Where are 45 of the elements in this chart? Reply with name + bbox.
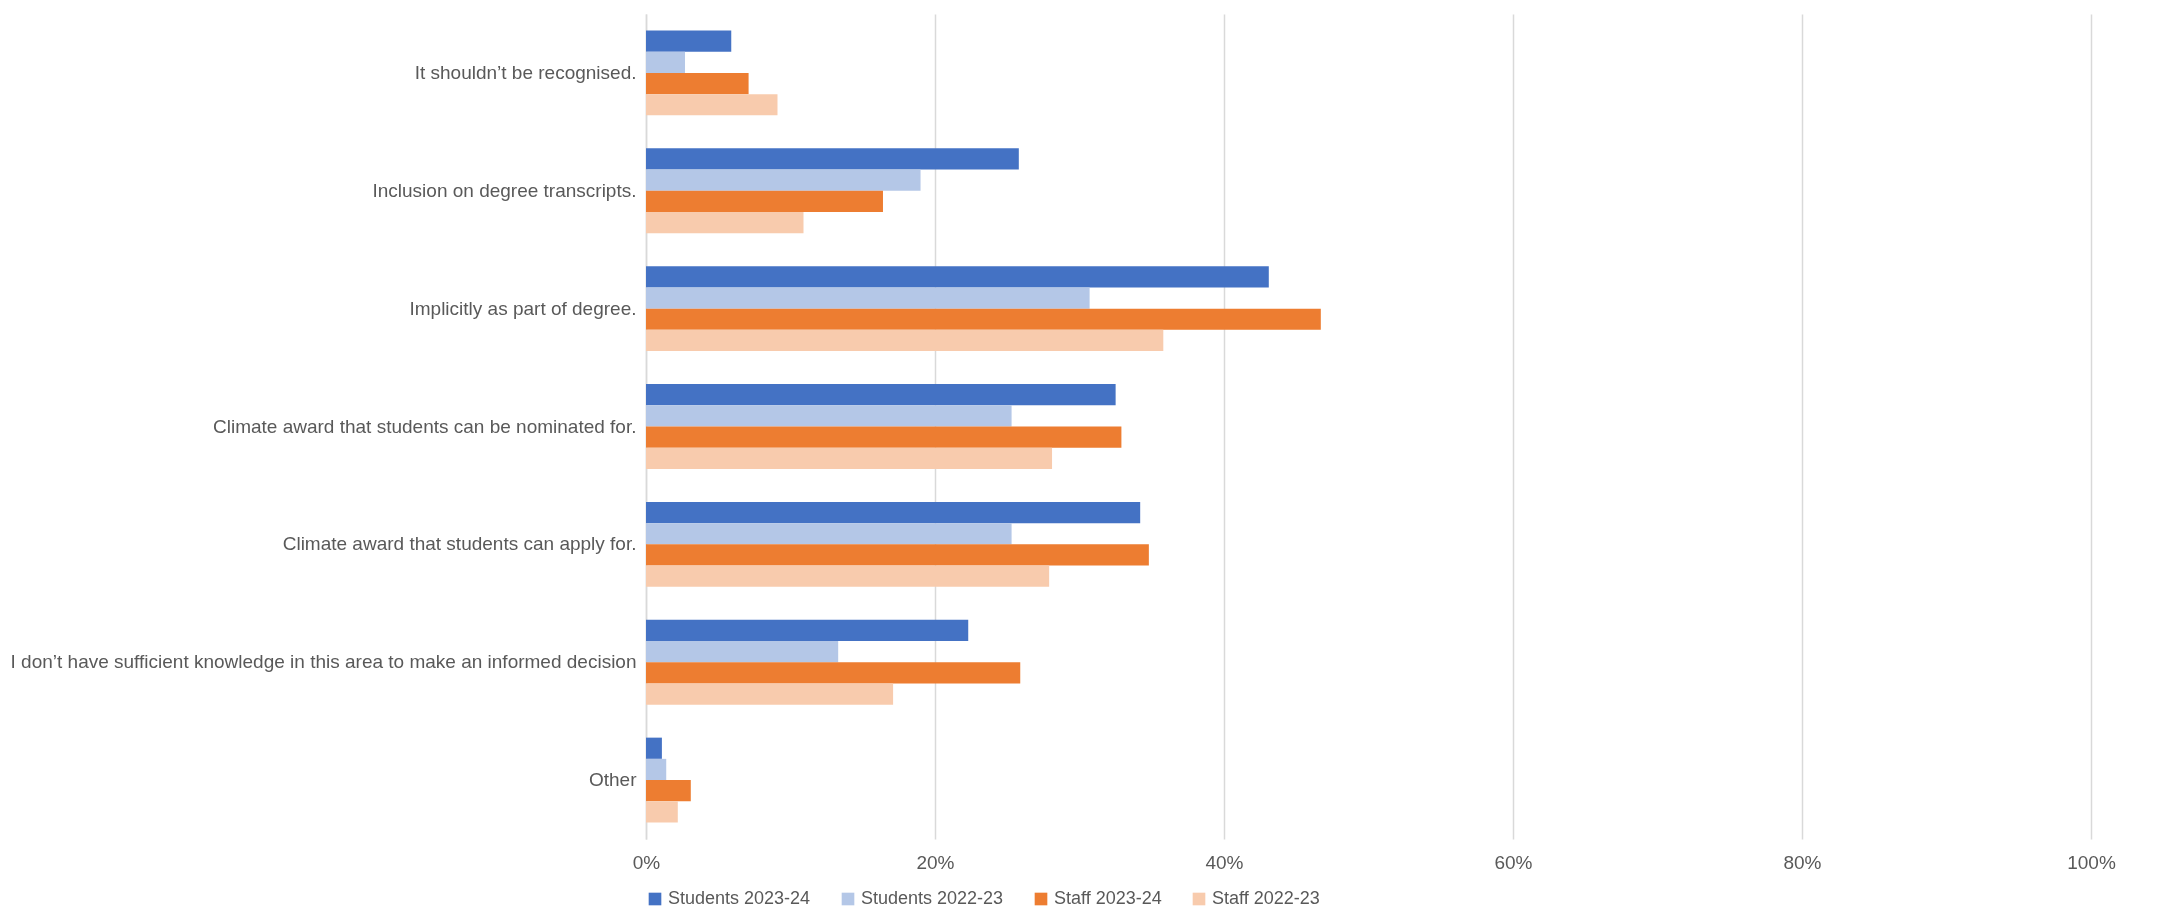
bar	[646, 801, 678, 823]
bar	[646, 51, 686, 73]
bar	[646, 780, 691, 802]
bar	[646, 641, 839, 663]
bar	[646, 405, 1012, 427]
bar	[646, 683, 894, 705]
bar	[646, 212, 804, 234]
x-tick-label: 20%	[916, 851, 955, 873]
y-tick-label: Climate award that students can apply for.	[282, 533, 637, 555]
y-tick-label: Inclusion on degree transcripts.	[372, 179, 637, 201]
y-tick-label: It shouldn’t be recognised.	[414, 61, 637, 83]
x-tick-label: 0%	[632, 851, 661, 873]
bar	[646, 662, 1021, 684]
bar	[646, 544, 1149, 566]
legend-label: Students 2023-24	[668, 888, 811, 908]
x-tick-label: 100%	[2067, 851, 2116, 873]
bar	[646, 523, 1012, 545]
y-tick-label: Other	[588, 769, 638, 791]
bar	[646, 30, 732, 52]
bar	[646, 737, 662, 759]
bar	[646, 287, 1090, 309]
bar	[646, 329, 1164, 352]
bar	[646, 447, 1053, 469]
legend-label: Staff 2023-24	[1054, 888, 1162, 908]
x-tick-label: 60%	[1494, 851, 1533, 873]
bar	[646, 148, 1019, 170]
bar	[646, 94, 778, 116]
bar	[646, 501, 1141, 524]
y-tick-label: Climate award that students can be nominated for.	[212, 415, 637, 437]
x-tick-label: 80%	[1783, 851, 1822, 873]
bar	[646, 758, 667, 781]
bar	[646, 384, 1116, 406]
bar	[646, 565, 1050, 587]
y-tick-label: Implicitly as part of degree.	[409, 297, 637, 319]
bar	[646, 619, 969, 641]
bar	[646, 266, 1269, 288]
bar	[646, 308, 1321, 330]
bar	[646, 426, 1122, 448]
bar	[646, 72, 749, 95]
legend-label: Staff 2022-23	[1212, 888, 1320, 908]
bar	[646, 169, 921, 191]
y-tick-label: I don’t have sufficient knowledge in this area to make an informed decision	[10, 651, 637, 673]
legend-label: Students 2022-23	[861, 888, 1004, 908]
x-tick-label: 40%	[1205, 851, 1244, 873]
bar	[646, 190, 883, 212]
